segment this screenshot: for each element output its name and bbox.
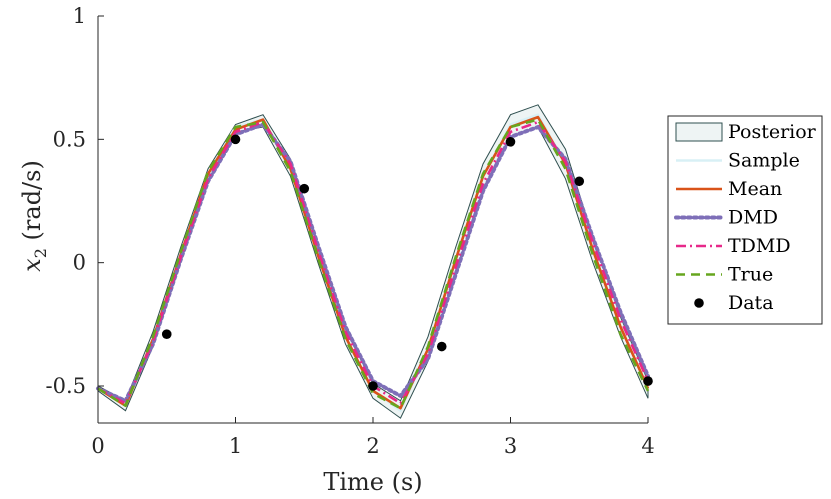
legend-label: DMD <box>728 207 778 229</box>
legend-swatch <box>694 298 704 308</box>
data-point <box>643 376 653 386</box>
legend-item-sample: Sample <box>676 150 800 172</box>
x-axis-label: Time (s) <box>323 468 422 496</box>
x-tick-label: 0 <box>91 434 104 458</box>
data-point <box>368 381 378 391</box>
data-point <box>574 176 585 187</box>
legend-label: Posterior <box>728 121 817 143</box>
y-tick-label: -0.5 <box>46 374 87 398</box>
true-line <box>97 118 650 410</box>
y-tick-label: 0 <box>73 251 86 275</box>
legend: Posterior Sample Mean DMD TDMD True Data <box>667 115 823 325</box>
legend-swatch <box>675 122 723 142</box>
legend-label: Data <box>728 292 774 314</box>
legend-label: Sample <box>728 150 800 172</box>
y-axis-label: x2 (rad/s) <box>18 160 50 272</box>
legend-label: Mean <box>728 178 782 200</box>
legend-item-dmd: DMD <box>674 207 778 229</box>
legend-label: True <box>728 264 773 286</box>
legend-box <box>667 115 823 325</box>
x-tick-label: 3 <box>504 434 517 458</box>
legend-item-posterior: Posterior <box>675 121 817 143</box>
y-tick-label: 0.5 <box>53 127 86 151</box>
legend-item-true: True <box>676 264 773 286</box>
legend-item-tdmd: TDMD <box>676 235 791 257</box>
axes: 0 1 2 3 4 -0.5 0 0.5 1 <box>46 4 655 458</box>
legend-label: TDMD <box>728 235 791 257</box>
legend-item-mean: Mean <box>676 178 782 200</box>
x-tick-label: 4 <box>641 434 654 458</box>
data-point <box>230 134 241 145</box>
x-tick-label: 2 <box>366 434 379 458</box>
data-point <box>436 341 447 352</box>
legend-item-data: Data <box>694 292 774 314</box>
plot-area <box>96 104 653 419</box>
data-point <box>299 183 310 194</box>
y-tick-label: 1 <box>73 4 86 28</box>
data-point <box>505 137 516 147</box>
x-tick-label: 1 <box>229 434 242 458</box>
data-point <box>161 329 172 340</box>
